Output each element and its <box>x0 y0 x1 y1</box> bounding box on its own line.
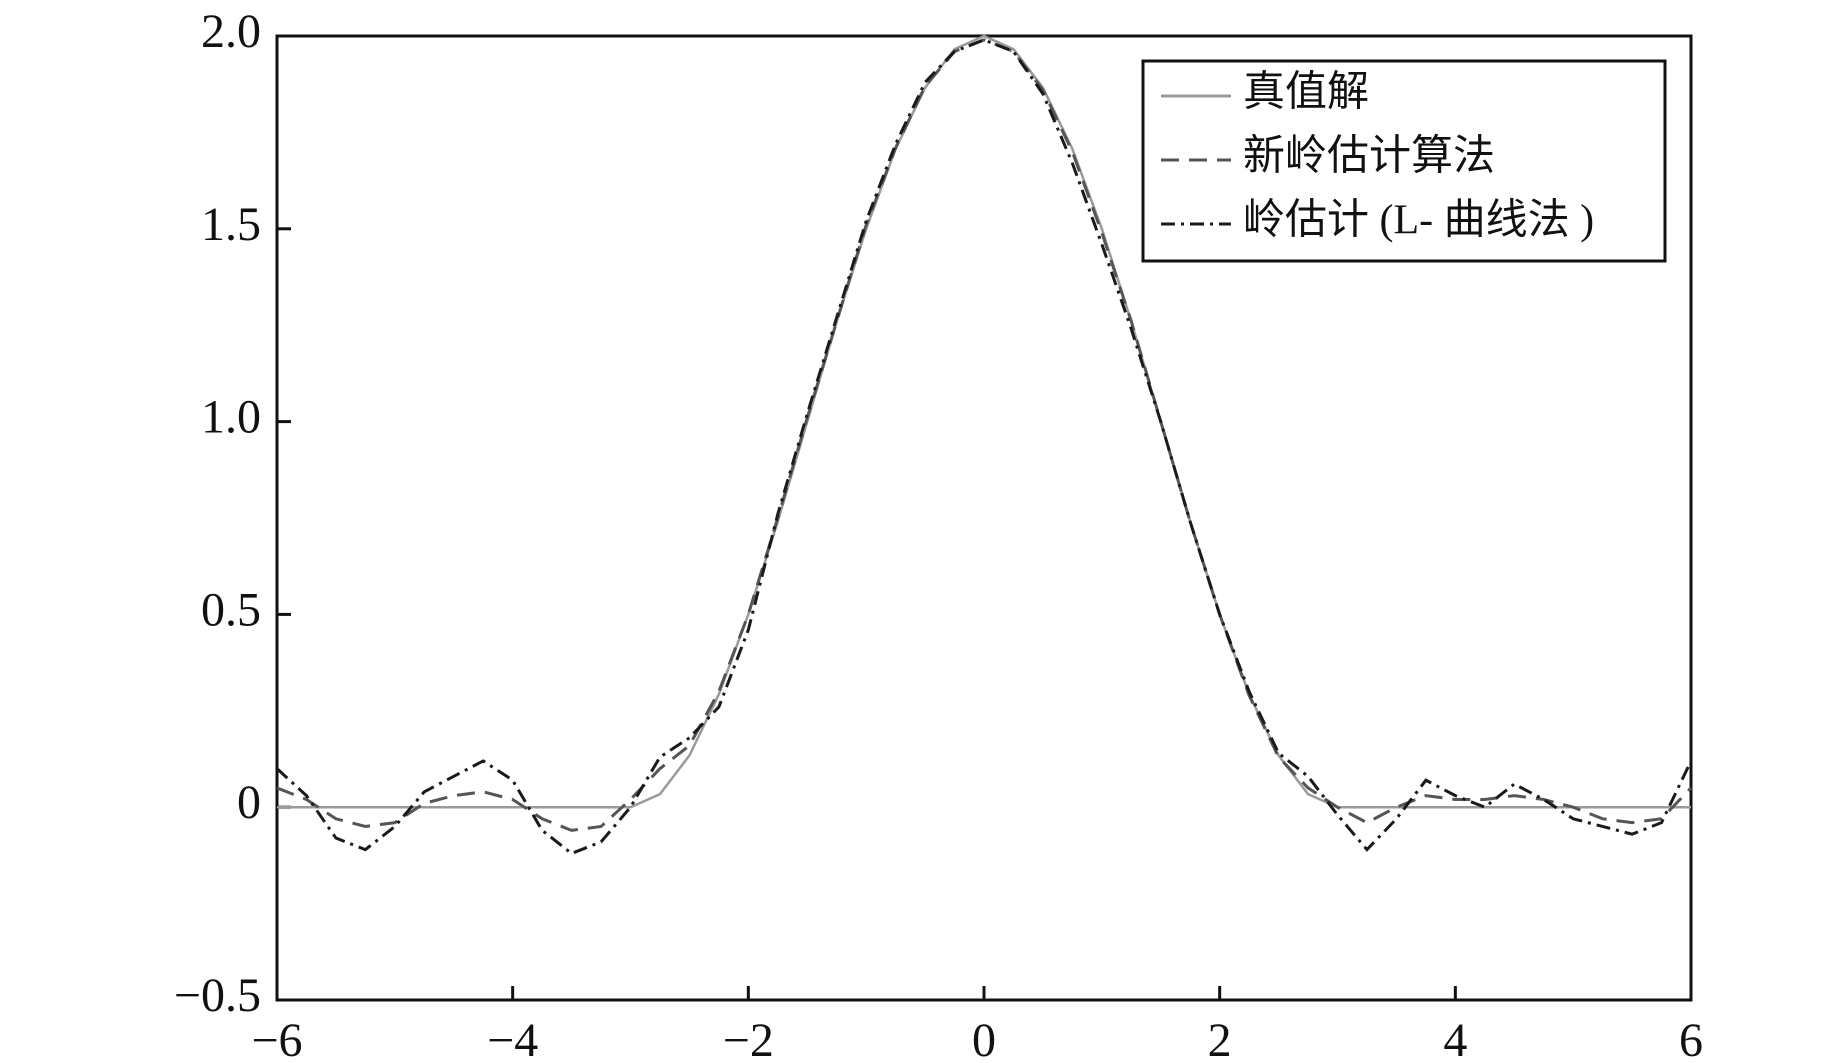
y-tick-label: 0.5 <box>201 583 261 636</box>
x-tick-label: 2 <box>1208 1014 1232 1063</box>
y-tick-label: 1.0 <box>201 391 261 444</box>
series-line <box>277 34 1691 809</box>
legend-label: 真值解 <box>1243 70 1369 116</box>
x-tick-label: 0 <box>972 1014 996 1063</box>
y-tick-label: −0.5 <box>174 969 261 1022</box>
x-tick-label: 4 <box>1443 1014 1467 1063</box>
y-tick-label: 2.0 <box>201 5 261 58</box>
legend-label: 岭估计 (L- 曲线法 ) <box>1243 198 1594 244</box>
x-tick-label: −2 <box>723 1014 774 1063</box>
legend-label: 新岭估计算法 <box>1243 134 1495 180</box>
x-tick-label: 6 <box>1679 1014 1703 1063</box>
y-tick-label: 0 <box>237 776 261 829</box>
x-tick-label: −6 <box>251 1014 302 1063</box>
series-line <box>276 38 1693 832</box>
x-tick-label: −4 <box>487 1014 538 1063</box>
y-tick-label: 1.5 <box>201 198 261 251</box>
series-line <box>275 38 1693 856</box>
